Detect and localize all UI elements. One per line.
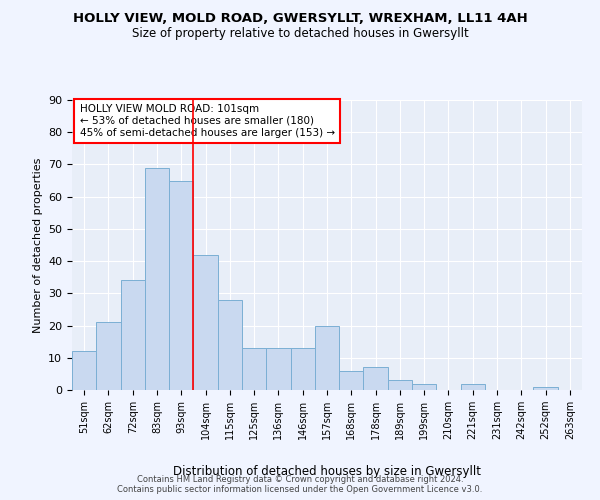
Y-axis label: Number of detached properties: Number of detached properties bbox=[32, 158, 43, 332]
Text: HOLLY VIEW MOLD ROAD: 101sqm
← 53% of detached houses are smaller (180)
45% of s: HOLLY VIEW MOLD ROAD: 101sqm ← 53% of de… bbox=[80, 104, 335, 138]
Text: Size of property relative to detached houses in Gwersyllt: Size of property relative to detached ho… bbox=[131, 28, 469, 40]
Bar bbox=[315, 326, 339, 390]
Bar bbox=[412, 384, 436, 390]
Bar bbox=[388, 380, 412, 390]
Bar bbox=[121, 280, 145, 390]
Bar bbox=[339, 370, 364, 390]
Bar bbox=[145, 168, 169, 390]
Text: Contains HM Land Registry data © Crown copyright and database right 2024.
Contai: Contains HM Land Registry data © Crown c… bbox=[118, 474, 482, 494]
Bar bbox=[218, 300, 242, 390]
Bar bbox=[169, 180, 193, 390]
Bar bbox=[96, 322, 121, 390]
Bar bbox=[242, 348, 266, 390]
Bar bbox=[193, 254, 218, 390]
Bar bbox=[533, 387, 558, 390]
Bar bbox=[461, 384, 485, 390]
Text: Distribution of detached houses by size in Gwersyllt: Distribution of detached houses by size … bbox=[173, 464, 481, 477]
Bar bbox=[364, 368, 388, 390]
Bar bbox=[72, 352, 96, 390]
Bar bbox=[290, 348, 315, 390]
Text: HOLLY VIEW, MOLD ROAD, GWERSYLLT, WREXHAM, LL11 4AH: HOLLY VIEW, MOLD ROAD, GWERSYLLT, WREXHA… bbox=[73, 12, 527, 26]
Bar bbox=[266, 348, 290, 390]
